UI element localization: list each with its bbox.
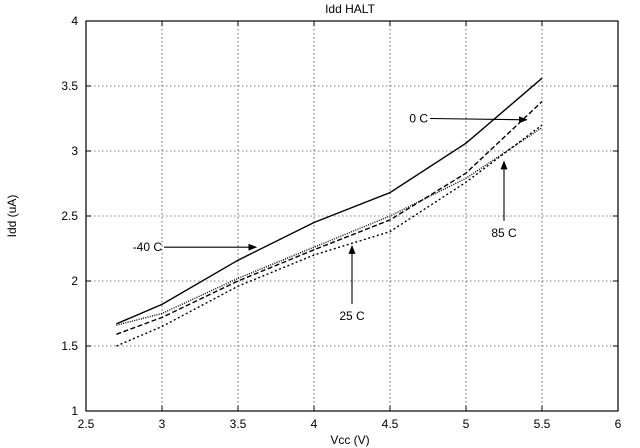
annotation-label: -40 C bbox=[133, 240, 163, 254]
annotations: 0 C -40 C 25 C 85 C bbox=[133, 112, 528, 323]
y-axis-title: Idd (uA) bbox=[5, 195, 19, 238]
annotation-label: 25 C bbox=[339, 309, 365, 323]
x-tick-label: 6 bbox=[615, 417, 622, 431]
y-tick-label: 3 bbox=[71, 144, 78, 158]
y-tick-label: 1 bbox=[71, 404, 78, 418]
plot-frame bbox=[85, 20, 619, 412]
x-tick-label: 3.5 bbox=[230, 417, 247, 431]
y-tick-label: 4 bbox=[71, 14, 78, 28]
x-tick-label: 2.5 bbox=[78, 417, 95, 431]
annotation: -40 C bbox=[133, 240, 258, 254]
series-line-85C bbox=[116, 127, 543, 326]
x-tick-label: 5 bbox=[463, 417, 470, 431]
x-tick-label: 5.5 bbox=[534, 417, 551, 431]
annotation: 0 C bbox=[409, 112, 528, 126]
series-line-minus40C bbox=[116, 77, 543, 325]
chart-title: Idd HALT bbox=[325, 2, 375, 16]
series-group bbox=[116, 77, 543, 347]
annotation-label: 0 C bbox=[409, 112, 428, 126]
annotation: 25 C bbox=[339, 245, 365, 323]
x-tick-label: 4.5 bbox=[382, 417, 399, 431]
series-line-0C bbox=[116, 101, 543, 335]
y-tick-label: 1.5 bbox=[61, 339, 78, 353]
x-tick-label: 3 bbox=[159, 417, 166, 431]
y-tick-label: 2.5 bbox=[61, 209, 78, 223]
grid bbox=[85, 20, 619, 412]
annotation: 85 C bbox=[491, 160, 517, 240]
y-tick-label: 3.5 bbox=[61, 79, 78, 93]
y-tick-label: 2 bbox=[71, 274, 78, 288]
annotation-arrow bbox=[429, 116, 528, 124]
tick-labels: 2.5 3 3.5 4 4.5 5 5.5 6 1 1.5 2 2.5 3 3.5 4 bbox=[61, 14, 621, 431]
annotation-label: 85 C bbox=[491, 226, 517, 240]
series-line-25C bbox=[116, 124, 543, 347]
x-tick-label: 4 bbox=[311, 417, 318, 431]
x-axis-title: Vcc (V) bbox=[330, 433, 369, 447]
